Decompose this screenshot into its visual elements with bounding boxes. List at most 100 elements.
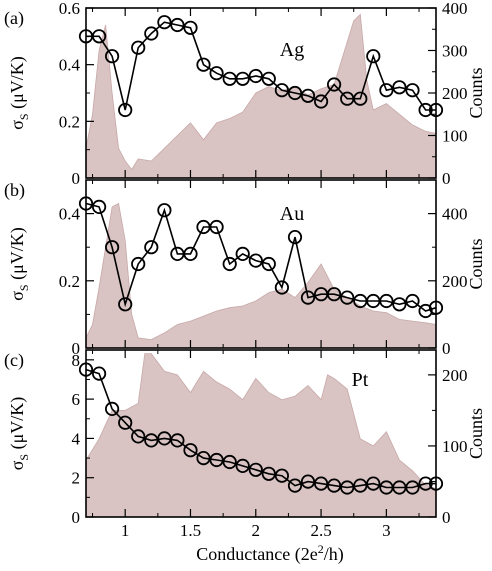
data-point	[157, 15, 172, 30]
panel-label: (c)	[4, 350, 24, 371]
y-axis-label-left: σS (μV/K)	[7, 56, 31, 130]
right-tick-label: 200	[442, 272, 468, 291]
y-axis-label-sigma: σ	[7, 120, 27, 130]
data-point	[209, 452, 224, 468]
counts-area	[85, 353, 437, 518]
data-point	[196, 57, 211, 72]
right-tick-label: 300	[442, 42, 468, 61]
data-point	[118, 102, 133, 118]
counts-area	[85, 13, 437, 179]
data-point	[261, 256, 276, 272]
data-point	[209, 66, 224, 81]
data-point	[209, 219, 224, 235]
data-point	[300, 290, 316, 305]
data-point	[92, 199, 107, 214]
y-axis-label-sub: S	[17, 113, 31, 120]
right-tick-label: 200	[442, 366, 468, 385]
data-point	[379, 293, 394, 309]
data-point	[418, 476, 433, 491]
data-point	[340, 480, 355, 495]
data-point	[248, 462, 263, 477]
x-tick-label: 2	[252, 521, 261, 540]
panel-ag: 0 0.2 0.4 0.6 0 100 200 300 400 (a) Ag σS (μV/K) Cou…	[4, 0, 486, 188]
right-tick-label: 0	[442, 508, 451, 527]
right-tick-label: 200	[442, 84, 468, 103]
x-tick-label: 3	[382, 521, 391, 540]
x-tick-label: 2.5	[310, 521, 331, 540]
counts-area	[85, 202, 437, 349]
left-tick-label: 0	[72, 339, 81, 358]
left-tick-label: 2	[72, 469, 81, 488]
left-tick-label: 4	[72, 429, 81, 448]
data-point	[222, 454, 237, 470]
data-point	[118, 415, 133, 430]
data-point	[235, 71, 250, 86]
right-tick-label: 0	[442, 339, 451, 358]
data-point	[235, 458, 250, 473]
data-point	[222, 256, 237, 272]
x-axis-label: Conductance (2e2/h)	[196, 542, 343, 565]
left-tick-label: 0.4	[59, 205, 81, 224]
data-point	[405, 293, 420, 309]
data-point	[326, 77, 342, 92]
data-point	[183, 443, 198, 458]
data-point	[118, 297, 133, 312]
left-tick-label: 6	[72, 390, 81, 409]
y-axis-label-unit: (μV/K)	[7, 227, 28, 284]
x-axis-label-main: Conductance (2e	[196, 544, 317, 565]
right-tick-label: 100	[442, 127, 468, 146]
data-point	[326, 287, 342, 302]
left-tick-label: 0	[72, 508, 81, 527]
y-axis-label-left: σS (μV/K)	[7, 397, 31, 471]
data-point	[105, 49, 120, 64]
y-axis-label-right: Counts	[466, 67, 486, 118]
data-point	[379, 83, 394, 98]
data-point	[392, 297, 407, 312]
data-point	[170, 433, 185, 448]
y-axis-label-sigma: σ	[7, 291, 27, 301]
y-axis-label-sub: S	[17, 454, 31, 461]
data-point	[287, 478, 303, 493]
left-tick-label: 0.2	[59, 272, 80, 291]
right-tick-label: 400	[442, 0, 468, 18]
data-point	[340, 290, 355, 305]
data-point	[235, 246, 250, 261]
data-point	[248, 253, 263, 268]
y-axis-label-left: σS (μV/K)	[7, 227, 31, 301]
data-point	[105, 401, 120, 416]
data-point	[353, 91, 368, 106]
data-point	[144, 240, 159, 255]
x-tick-label: 1.5	[180, 521, 201, 540]
right-tick-label: 0	[442, 169, 451, 188]
left-tick-label: 0.6	[59, 0, 80, 18]
data-point	[326, 478, 342, 493]
data-point	[418, 102, 433, 118]
data-point	[274, 280, 289, 295]
data-point	[261, 71, 276, 86]
y-axis-label-right: Counts	[466, 238, 486, 289]
data-point	[144, 433, 159, 448]
right-tick-label: 400	[442, 205, 468, 224]
y-axis-label-unit: (μV/K)	[7, 397, 28, 454]
y-axis-label-sub: S	[17, 284, 31, 291]
data-point	[405, 83, 420, 98]
data-point	[392, 80, 407, 95]
data-point	[300, 474, 316, 489]
data-point	[131, 256, 146, 272]
data-point	[274, 83, 289, 98]
metal-label: Pt	[352, 369, 369, 391]
panel-au: 0 0.2 0.4 0 200 400 (b) Au σS (μV/K) Counts	[4, 179, 486, 358]
left-tick-label: 0	[72, 169, 81, 188]
panel-label: (b)	[4, 180, 25, 201]
left-tick-label: 0.4	[59, 56, 81, 75]
left-tick-label: 0.2	[59, 112, 80, 131]
x-axis-label-sup: 2	[318, 542, 324, 556]
data-point	[183, 20, 198, 35]
data-point	[313, 94, 329, 109]
data-point	[144, 26, 159, 41]
data-point	[366, 49, 381, 64]
right-tick-label: 100	[442, 437, 468, 456]
data-point	[170, 17, 185, 33]
